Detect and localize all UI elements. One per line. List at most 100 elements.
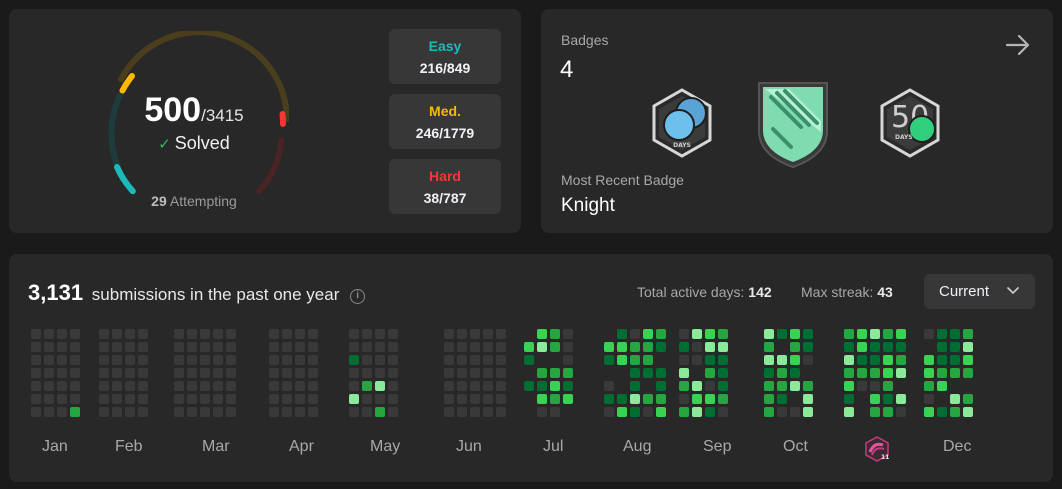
monthly-badge-icon[interactable]: 11 xyxy=(864,436,890,462)
info-icon[interactable]: i xyxy=(350,289,366,304)
heatmap-cell[interactable] xyxy=(870,355,880,365)
heatmap-cell[interactable] xyxy=(57,329,67,339)
heatmap-cell[interactable] xyxy=(803,355,813,365)
heatmap-cell[interactable] xyxy=(937,407,947,417)
heatmap-cell[interactable] xyxy=(718,407,728,417)
heatmap-cell[interactable] xyxy=(630,329,640,339)
heatmap-cell[interactable] xyxy=(496,407,506,417)
heatmap-cell[interactable] xyxy=(70,329,80,339)
heatmap-cell[interactable] xyxy=(349,342,359,352)
heatmap-cell[interactable] xyxy=(70,394,80,404)
heatmap-cell[interactable] xyxy=(643,329,653,339)
heatmap-cell[interactable] xyxy=(679,394,689,404)
heatmap-cell[interactable] xyxy=(692,342,702,352)
heatmap-cell[interactable] xyxy=(764,407,774,417)
heatmap-cell[interactable] xyxy=(643,355,653,365)
heatmap-cell[interactable] xyxy=(524,342,534,352)
heatmap-cell[interactable] xyxy=(138,342,148,352)
heatmap-cell[interactable] xyxy=(656,407,666,417)
heatmap-cell[interactable] xyxy=(870,368,880,378)
heatmap-cell[interactable] xyxy=(362,355,372,365)
heatmap-cell[interactable] xyxy=(777,407,787,417)
heatmap-cell[interactable] xyxy=(483,368,493,378)
heatmap-cell[interactable] xyxy=(718,355,728,365)
heatmap-cell[interactable] xyxy=(226,394,236,404)
heatmap-cell[interactable] xyxy=(187,394,197,404)
heatmap-cell[interactable] xyxy=(870,407,880,417)
heatmap-cell[interactable] xyxy=(883,381,893,391)
heatmap-cell[interactable] xyxy=(896,342,906,352)
heatmap-cell[interactable] xyxy=(692,407,702,417)
heatmap-cell[interactable] xyxy=(937,355,947,365)
heatmap-cell[interactable] xyxy=(269,355,279,365)
heatmap-cell[interactable] xyxy=(444,407,454,417)
heatmap-cell[interactable] xyxy=(705,407,715,417)
heatmap-cell[interactable] xyxy=(692,329,702,339)
heatmap-cell[interactable] xyxy=(187,381,197,391)
heatmap-cell[interactable] xyxy=(924,329,934,339)
heatmap-cell[interactable] xyxy=(803,394,813,404)
heatmap-cell[interactable] xyxy=(375,368,385,378)
heatmap-cell[interactable] xyxy=(200,368,210,378)
heatmap-cell[interactable] xyxy=(790,342,800,352)
heatmap-cell[interactable] xyxy=(308,342,318,352)
heatmap-cell[interactable] xyxy=(937,368,947,378)
heatmap-cell[interactable] xyxy=(388,368,398,378)
heatmap-cell[interactable] xyxy=(950,355,960,365)
heatmap-cell[interactable] xyxy=(790,329,800,339)
heatmap-cell[interactable] xyxy=(950,342,960,352)
heatmap-cell[interactable] xyxy=(70,342,80,352)
heatmap-cell[interactable] xyxy=(643,368,653,378)
days-badge-icon[interactable]: DAYS xyxy=(649,87,715,159)
heatmap-cell[interactable] xyxy=(803,329,813,339)
heatmap-cell[interactable] xyxy=(679,407,689,417)
heatmap-cell[interactable] xyxy=(226,381,236,391)
heatmap-cell[interactable] xyxy=(718,368,728,378)
heatmap-cell[interactable] xyxy=(630,368,640,378)
heatmap-cell[interactable] xyxy=(563,355,573,365)
heatmap-cell[interactable] xyxy=(679,342,689,352)
heatmap-cell[interactable] xyxy=(388,329,398,339)
heatmap-cell[interactable] xyxy=(269,342,279,352)
heatmap-cell[interactable] xyxy=(950,407,960,417)
heatmap-cell[interactable] xyxy=(388,407,398,417)
heatmap-cell[interactable] xyxy=(790,368,800,378)
heatmap-cell[interactable] xyxy=(99,342,109,352)
heatmap-cell[interactable] xyxy=(213,355,223,365)
heatmap-cell[interactable] xyxy=(883,407,893,417)
heatmap-cell[interactable] xyxy=(295,342,305,352)
heatmap-cell[interactable] xyxy=(630,407,640,417)
heatmap-cell[interactable] xyxy=(790,381,800,391)
heatmap-cell[interactable] xyxy=(483,355,493,365)
heatmap-cell[interactable] xyxy=(174,329,184,339)
heatmap-cell[interactable] xyxy=(470,355,480,365)
heatmap-cell[interactable] xyxy=(705,394,715,404)
heatmap-cell[interactable] xyxy=(550,368,560,378)
heatmap-cell[interactable] xyxy=(692,394,702,404)
heatmap-cell[interactable] xyxy=(924,381,934,391)
heatmap-cell[interactable] xyxy=(282,394,292,404)
heatmap-cell[interactable] xyxy=(470,342,480,352)
heatmap-cell[interactable] xyxy=(790,355,800,365)
year-dropdown[interactable]: Current xyxy=(924,274,1035,309)
heatmap-cell[interactable] xyxy=(470,329,480,339)
heatmap-cell[interactable] xyxy=(125,368,135,378)
heatmap-cell[interactable] xyxy=(705,381,715,391)
heatmap-cell[interactable] xyxy=(803,342,813,352)
heatmap-cell[interactable] xyxy=(349,329,359,339)
heatmap-cell[interactable] xyxy=(31,407,41,417)
heatmap-cell[interactable] xyxy=(388,394,398,404)
heatmap-cell[interactable] xyxy=(362,342,372,352)
heatmap-cell[interactable] xyxy=(44,407,54,417)
heatmap-cell[interactable] xyxy=(362,394,372,404)
heatmap-cell[interactable] xyxy=(924,368,934,378)
heatmap-cell[interactable] xyxy=(444,355,454,365)
heatmap-cell[interactable] xyxy=(844,394,854,404)
heatmap-cell[interactable] xyxy=(70,407,80,417)
heatmap-cell[interactable] xyxy=(444,381,454,391)
heatmap-cell[interactable] xyxy=(656,329,666,339)
heatmap-cell[interactable] xyxy=(125,407,135,417)
heatmap-cell[interactable] xyxy=(457,368,467,378)
heatmap-cell[interactable] xyxy=(550,342,560,352)
heatmap-cell[interactable] xyxy=(563,394,573,404)
